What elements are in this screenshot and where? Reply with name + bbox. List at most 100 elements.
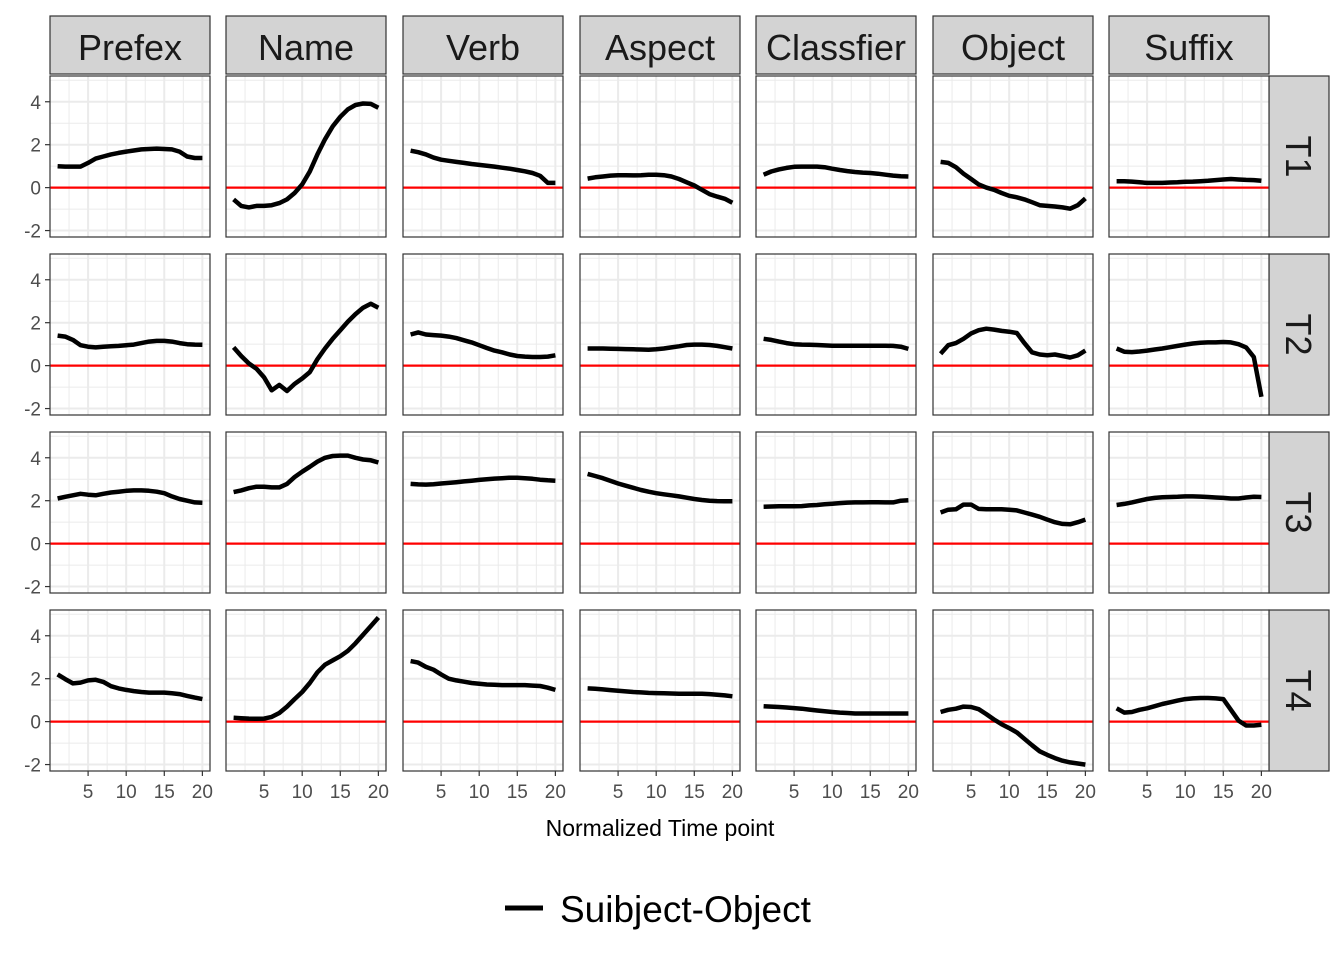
series-line-subject-object <box>410 330 556 360</box>
panel-t3-object <box>932 431 1094 594</box>
x-tick-label: 15 <box>1213 782 1234 803</box>
row-strip-t3: T3 <box>1268 431 1330 594</box>
row-strip-t4: T4 <box>1268 609 1330 772</box>
row-strip-label: T4 <box>1278 669 1319 711</box>
panel-background <box>1109 76 1269 237</box>
x-tick-label: 5 <box>259 782 270 803</box>
column-strip-label: Object <box>961 27 1065 68</box>
series-line-subject-object <box>939 704 1086 767</box>
x-axis: 5 10 15 20 5 10 15 20 5 10 15 20 5 10 15 20 5 10 15 20 5 10 15… <box>83 771 1272 803</box>
x-tick-label: 10 <box>822 782 843 803</box>
facet-strips: Prefex Name Verb Aspect Classfier Object Suffi… <box>49 15 1330 772</box>
column-strip-bg <box>49 15 211 75</box>
facet-panels <box>49 75 1270 772</box>
x-tick-label: 5 <box>436 782 447 803</box>
series-line-subject-object <box>762 164 909 179</box>
panel-t4-verb <box>402 609 564 772</box>
series-line-subject-object <box>587 342 733 352</box>
column-strip-prefex: Prefex <box>49 15 211 75</box>
row-strip-bg <box>1268 431 1330 594</box>
panel-border <box>402 75 564 238</box>
panel-border <box>49 609 211 772</box>
y-tick-label: -2 <box>24 578 41 599</box>
panel-t3-prefex <box>49 431 211 594</box>
x-tick-label: 20 <box>722 782 743 803</box>
series-line-subject-object <box>231 301 380 394</box>
y-tick-label: 2 <box>30 492 41 513</box>
panel-t4-prefex <box>49 609 211 772</box>
panel-background <box>1109 432 1269 593</box>
panel-t4-classfier <box>755 609 917 772</box>
panel-background <box>226 432 386 593</box>
row-strip-t2: T2 <box>1268 253 1330 416</box>
series-line-subject-object <box>410 658 557 693</box>
series-line-subject-object <box>57 333 203 350</box>
panel-border <box>1108 253 1270 416</box>
series-line-subject-object <box>1115 339 1264 398</box>
panel-border <box>225 431 387 594</box>
column-strip-bg <box>225 15 387 75</box>
column-strip-label: Name <box>258 27 354 68</box>
panel-background <box>226 254 386 415</box>
series-line-subject-object <box>233 616 381 722</box>
panel-t4-object <box>932 609 1094 772</box>
x-tick-label: 15 <box>330 782 351 803</box>
column-strip-bg <box>1108 15 1270 75</box>
panel-t2-name <box>225 253 387 416</box>
panel-border <box>225 253 387 416</box>
y-tick-label: 0 <box>30 357 41 378</box>
panel-border <box>49 253 211 416</box>
series-line-subject-object <box>763 703 909 716</box>
panel-t2-verb <box>402 253 564 416</box>
x-tick-label: 20 <box>1075 782 1096 803</box>
panel-background <box>580 76 740 237</box>
series-line-subject-object <box>939 502 1087 527</box>
y-tick-label: -2 <box>24 400 41 421</box>
panel-t4-suffix <box>1108 609 1270 772</box>
legend-label: Suibject-Object <box>560 889 812 930</box>
panel-background <box>403 432 563 593</box>
column-strip-bg <box>755 15 917 75</box>
panel-t1-prefex <box>49 75 211 238</box>
column-strip-bg <box>579 15 741 75</box>
panel-t1-classfier <box>755 75 917 238</box>
panel-border <box>1108 75 1270 238</box>
panel-t2-suffix <box>1108 253 1270 416</box>
panel-border <box>402 609 564 772</box>
y-tick-label: 4 <box>30 271 41 292</box>
panel-background <box>933 76 1093 237</box>
panel-background <box>403 610 563 771</box>
series-line-subject-object <box>763 336 910 352</box>
series-line-subject-object <box>587 172 734 205</box>
y-tick-label: 2 <box>30 314 41 335</box>
y-tick-label: 0 <box>30 535 41 556</box>
panel-border <box>755 75 917 238</box>
y-tick-label: 2 <box>30 136 41 157</box>
panel-border <box>225 609 387 772</box>
series-line-subject-object <box>410 475 556 487</box>
row-strip-label: T1 <box>1278 135 1319 177</box>
x-tick-label: 20 <box>545 782 566 803</box>
panel-border <box>579 609 741 772</box>
x-tick-label: 5 <box>83 782 94 803</box>
panel-border <box>1108 431 1270 594</box>
panel-border <box>755 609 917 772</box>
panel-border <box>755 253 917 416</box>
panel-background <box>50 254 210 415</box>
column-strip-label: Verb <box>446 27 520 68</box>
x-tick-label: 10 <box>646 782 667 803</box>
panel-t4-name <box>225 609 387 772</box>
series-line-subject-object <box>587 471 733 504</box>
panel-background <box>50 432 210 593</box>
x-tick-label: 20 <box>368 782 389 803</box>
series-line-subject-object <box>57 488 203 506</box>
panel-border <box>579 75 741 238</box>
y-tick-label: 4 <box>30 449 41 470</box>
column-strip-verb: Verb <box>402 15 564 75</box>
x-tick-label: 15 <box>154 782 175 803</box>
series-line-subject-object <box>410 148 556 186</box>
x-tick-label: 15 <box>684 782 705 803</box>
panel-border <box>579 431 741 594</box>
row-strip-bg <box>1268 253 1330 416</box>
